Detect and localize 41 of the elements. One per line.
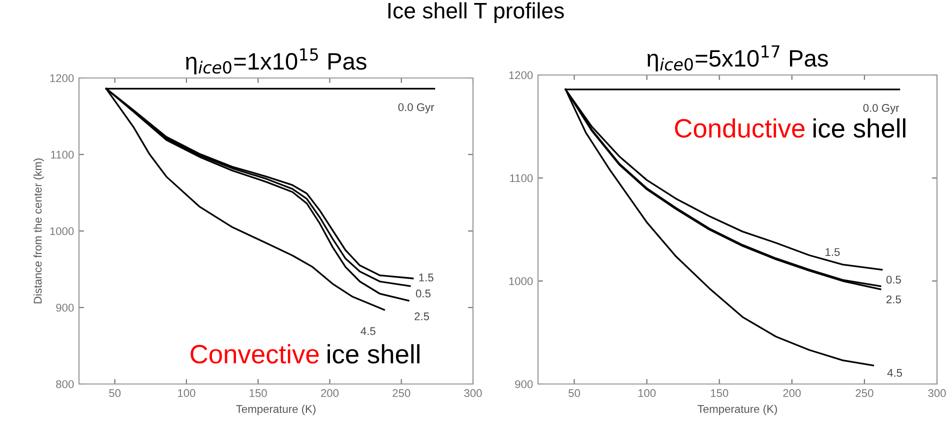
series-label: 2.5 [886, 295, 901, 304]
y-tick-label: 1200 [50, 74, 74, 82]
series-label: 0.5 [886, 276, 901, 284]
series-label: 1.5 [419, 274, 434, 282]
annotation: ice shell [328, 344, 420, 364]
y-tick-label: 800 [56, 380, 74, 388]
chart-title: η$_{ice0}$=1x10$^{15}$ Pas [186, 48, 366, 74]
y-axis-title: Distance from the center (km) [34, 158, 44, 304]
text: Ice shell T profiles [388, 2, 564, 23]
x-tick-label: 150 [250, 389, 267, 398]
y-tick-label: 1100 [51, 150, 74, 159]
x-tick-label: 50 [568, 389, 580, 398]
chart-title: η$_{ice0}$=5x10$^{17}$ Pas [647, 45, 828, 72]
series-label: 0.5 [416, 290, 430, 298]
y-tick-label: 1000 [509, 277, 533, 286]
x-tick-label: 200 [783, 389, 801, 398]
y-tick-label: 1000 [50, 227, 74, 236]
series-label: 0.0 Gyr [863, 104, 900, 114]
series-label: 4.5 [887, 369, 902, 377]
x-tick-label: 150 [710, 389, 728, 398]
x-tick-label: 50 [109, 389, 121, 398]
annotation: Conductive [675, 118, 805, 138]
x-tick-label: 300 [464, 389, 482, 398]
annotation: Convective [190, 344, 319, 364]
y-tick-label: 900 [515, 380, 533, 388]
series-label: 4.5 [360, 327, 376, 335]
annotation: ice shell [814, 118, 906, 138]
x-axis-title: Temperature (K) [236, 404, 316, 416]
y-tick-label: 1200 [509, 71, 533, 80]
series-label: 0.0 Gyr [398, 103, 434, 114]
x-tick-label: 100 [178, 389, 196, 398]
series-label: 1.5 [826, 248, 840, 256]
x-tick-label: 100 [638, 389, 656, 398]
y-tick-label: 900 [56, 304, 74, 312]
x-tick-label: 300 [928, 389, 946, 398]
x-tick-label: 250 [856, 389, 874, 398]
x-tick-label: 200 [321, 389, 339, 398]
y-tick-label: 1100 [510, 174, 533, 182]
x-tick-label: 250 [392, 389, 410, 398]
series-label: 2.5 [414, 312, 430, 320]
x-axis-title: Temperature (K) [698, 404, 777, 416]
